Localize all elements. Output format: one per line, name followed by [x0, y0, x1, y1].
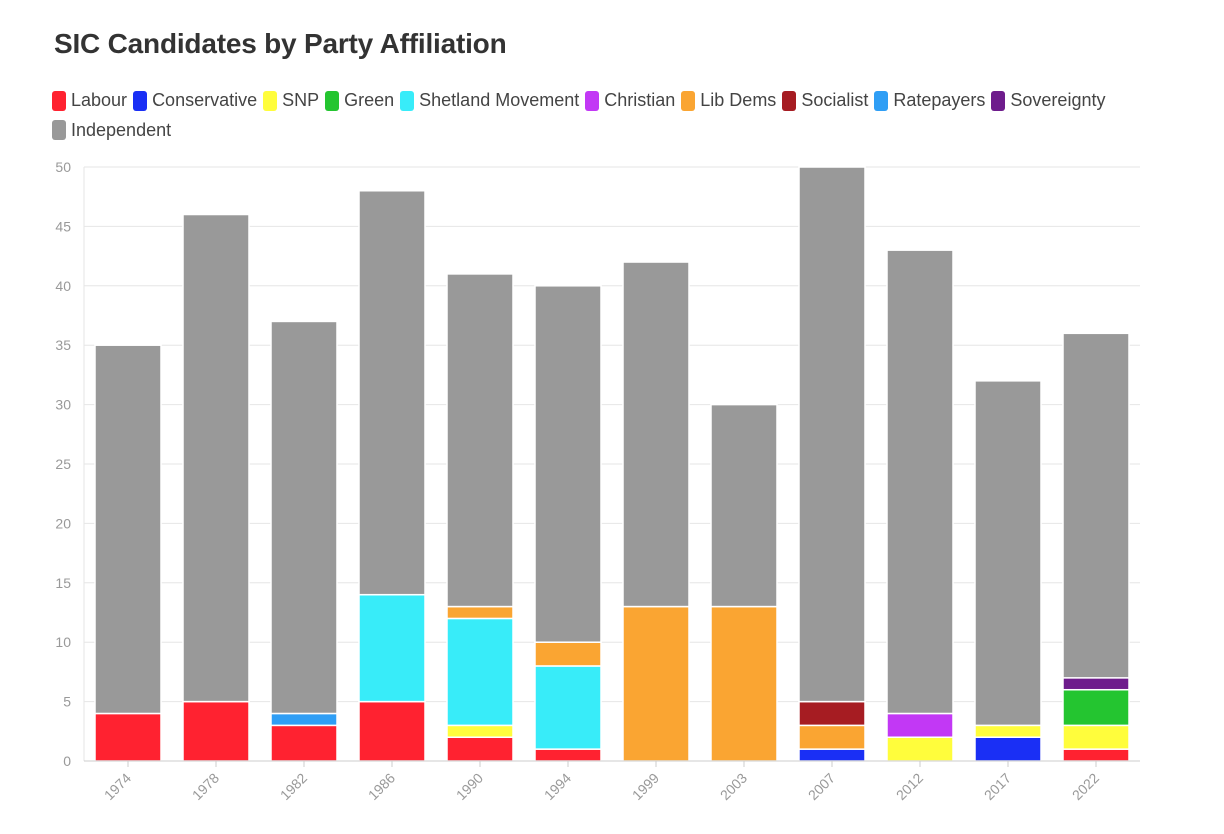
legend-label: SNP: [282, 90, 320, 110]
legend-swatch: [874, 90, 889, 111]
x-tick-label: 1990: [453, 770, 486, 803]
legend-swatch: [263, 90, 278, 111]
legend-label: Sovereignty: [1010, 90, 1106, 110]
bar-independent-1986[interactable]: [358, 190, 426, 596]
bar-lib-dems-2007[interactable]: [798, 724, 866, 750]
bar-lib-dems-2003[interactable]: [710, 605, 778, 762]
x-tick-label: 2007: [805, 770, 838, 803]
legend-item-christian[interactable]: Christian: [585, 88, 675, 113]
legend-item-socialist[interactable]: Socialist: [782, 88, 868, 113]
bar-sovereignty-2022[interactable]: [1062, 677, 1130, 691]
legend: Labour Conservative SNP Green Shetland Movem…: [52, 88, 1172, 147]
bar-socialist-2007[interactable]: [798, 700, 866, 727]
y-tick-label: 35: [55, 337, 71, 353]
bar-lib-dems-1994[interactable]: [534, 641, 602, 667]
bar-lib-dems-1990[interactable]: [446, 605, 514, 620]
legend-item-independent[interactable]: Independent: [52, 118, 171, 143]
bar-shetland-movement-1994[interactable]: [534, 665, 602, 750]
legend-swatch: [325, 90, 340, 111]
bar-independent-2022[interactable]: [1062, 332, 1130, 679]
x-tick-label: 2022: [1069, 770, 1102, 803]
bar-snp-1990[interactable]: [446, 724, 514, 738]
bar-conservative-2007[interactable]: [798, 748, 866, 762]
legend-label: Ratepayers: [893, 90, 986, 110]
x-tick-label: 1978: [189, 770, 222, 803]
y-tick-label: 45: [55, 218, 71, 234]
bar-ratepayers-1982[interactable]: [270, 712, 338, 727]
x-tick-label: 1986: [365, 770, 398, 803]
bar-independent-2007[interactable]: [798, 166, 866, 703]
bar-shetland-movement-1990[interactable]: [446, 617, 514, 727]
legend-item-labour[interactable]: Labour: [52, 88, 127, 113]
legend-item-green[interactable]: Green: [325, 88, 394, 113]
x-tick-label: 2012: [893, 770, 926, 803]
legend-label: Conservative: [152, 90, 258, 110]
y-tick-label: 30: [55, 397, 71, 413]
bar-independent-1999[interactable]: [622, 261, 690, 608]
bar-labour-1978[interactable]: [182, 700, 250, 762]
legend-swatch: [400, 90, 415, 111]
x-tick-label: 1982: [277, 770, 310, 803]
y-tick-label: 20: [55, 515, 71, 531]
bar-conservative-2017[interactable]: [974, 736, 1042, 762]
legend-swatch: [681, 90, 696, 111]
bar-labour-1982[interactable]: [270, 724, 338, 762]
bar-labour-1990[interactable]: [446, 736, 514, 762]
legend-item-conservative[interactable]: Conservative: [133, 88, 257, 113]
bar-christian-2012[interactable]: [886, 712, 954, 738]
y-tick-label: 40: [55, 278, 71, 294]
x-tick-label: 1999: [629, 770, 662, 803]
bar-green-2022[interactable]: [1062, 688, 1130, 727]
bar-snp-2012[interactable]: [886, 736, 954, 762]
x-tick-label: 2017: [981, 770, 1014, 803]
legend-swatch: [52, 120, 66, 140]
x-tick-label: 2003: [717, 770, 750, 803]
y-tick-label: 10: [55, 634, 71, 650]
legend-swatch: [133, 90, 148, 111]
legend-swatch: [52, 90, 66, 111]
legend-label: Shetland Movement: [419, 90, 580, 110]
bar-independent-1978[interactable]: [182, 213, 250, 703]
legend-label: Labour: [71, 90, 128, 110]
y-tick-label: 0: [63, 753, 71, 769]
legend-item-shetland-movement[interactable]: Shetland Movement: [400, 88, 579, 113]
y-tick-label: 15: [55, 575, 71, 591]
y-tick-label: 5: [63, 694, 71, 710]
legend-item-sovereignty[interactable]: Sovereignty: [991, 88, 1105, 113]
bar-labour-2022[interactable]: [1062, 748, 1130, 762]
y-tick-label: 50: [55, 159, 71, 175]
bar-independent-1994[interactable]: [534, 285, 602, 643]
bar-snp-2017[interactable]: [974, 724, 1042, 738]
legend-label: Lib Dems: [700, 90, 777, 110]
legend-item-ratepayers[interactable]: Ratepayers: [874, 88, 985, 113]
bar-independent-1974[interactable]: [94, 344, 162, 715]
legend-swatch: [585, 90, 600, 111]
bar-shetland-movement-1986[interactable]: [358, 593, 426, 703]
x-tick-label: 1994: [541, 770, 574, 803]
bar-labour-1974[interactable]: [94, 712, 162, 762]
bar-labour-1986[interactable]: [358, 700, 426, 762]
legend-label: Christian: [604, 90, 676, 110]
legend-item-snp[interactable]: SNP: [263, 88, 319, 113]
bar-lib-dems-1999[interactable]: [622, 605, 690, 762]
bar-independent-2017[interactable]: [974, 380, 1042, 727]
bar-independent-1982[interactable]: [270, 320, 338, 715]
legend-swatch: [782, 90, 797, 111]
bar-snp-2022[interactable]: [1062, 724, 1130, 750]
chart-title: SIC Candidates by Party Affiliation: [54, 28, 507, 59]
y-tick-label: 25: [55, 456, 71, 472]
bar-independent-2003[interactable]: [710, 403, 778, 608]
bar-independent-2012[interactable]: [886, 249, 954, 715]
legend-swatch: [991, 90, 1006, 111]
legend-label: Green: [344, 90, 395, 110]
bar-independent-1990[interactable]: [446, 273, 514, 608]
legend-item-lib-dems[interactable]: Lib Dems: [681, 88, 776, 113]
bar-labour-1994[interactable]: [534, 748, 602, 762]
legend-label: Socialist: [801, 90, 869, 110]
legend-label: Independent: [71, 119, 172, 140]
x-tick-label: 1974: [101, 770, 134, 803]
